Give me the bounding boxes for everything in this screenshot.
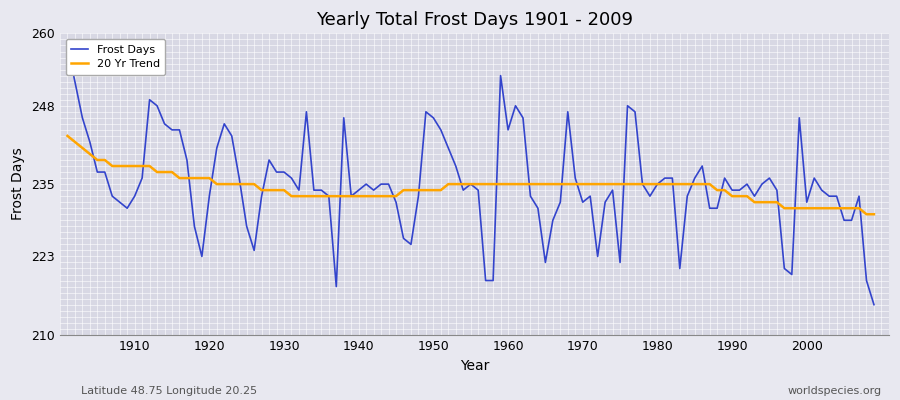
Frost Days bbox=[286, 176, 297, 180]
X-axis label: Year: Year bbox=[460, 359, 489, 373]
Line: Frost Days: Frost Days bbox=[68, 46, 874, 305]
20 Yr Trend bbox=[122, 164, 132, 168]
20 Yr Trend bbox=[861, 212, 872, 217]
Frost Days bbox=[592, 254, 603, 259]
Frost Days bbox=[495, 73, 506, 78]
20 Yr Trend bbox=[868, 212, 879, 217]
Line: 20 Yr Trend: 20 Yr Trend bbox=[68, 136, 874, 214]
20 Yr Trend bbox=[495, 182, 506, 186]
Text: Latitude 48.75 Longitude 20.25: Latitude 48.75 Longitude 20.25 bbox=[81, 386, 257, 396]
Text: worldspecies.org: worldspecies.org bbox=[788, 386, 882, 396]
Title: Yearly Total Frost Days 1901 - 2009: Yearly Total Frost Days 1901 - 2009 bbox=[316, 11, 633, 29]
20 Yr Trend bbox=[62, 134, 73, 138]
20 Yr Trend bbox=[331, 194, 342, 198]
Frost Days bbox=[122, 206, 132, 211]
20 Yr Trend bbox=[502, 182, 513, 186]
20 Yr Trend bbox=[592, 182, 603, 186]
20 Yr Trend bbox=[286, 194, 297, 198]
Frost Days bbox=[62, 43, 73, 48]
Frost Days bbox=[331, 284, 342, 289]
Legend: Frost Days, 20 Yr Trend: Frost Days, 20 Yr Trend bbox=[66, 39, 166, 75]
Frost Days bbox=[502, 128, 513, 132]
Frost Days bbox=[868, 302, 879, 307]
Y-axis label: Frost Days: Frost Days bbox=[11, 148, 25, 220]
